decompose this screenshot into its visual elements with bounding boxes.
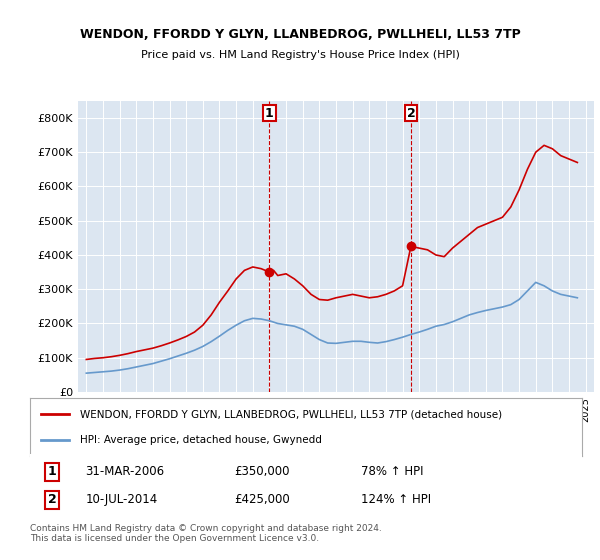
Text: Contains HM Land Registry data © Crown copyright and database right 2024.
This d: Contains HM Land Registry data © Crown c… bbox=[30, 524, 382, 543]
Text: WENDON, FFORDD Y GLYN, LLANBEDROG, PWLLHELI, LL53 7TP (detached house): WENDON, FFORDD Y GLYN, LLANBEDROG, PWLLH… bbox=[80, 409, 502, 419]
Text: HPI: Average price, detached house, Gwynedd: HPI: Average price, detached house, Gwyn… bbox=[80, 435, 322, 445]
Text: Price paid vs. HM Land Registry's House Price Index (HPI): Price paid vs. HM Land Registry's House … bbox=[140, 50, 460, 60]
Text: 1: 1 bbox=[48, 465, 56, 478]
Text: £425,000: £425,000 bbox=[234, 493, 290, 506]
Text: 31-MAR-2006: 31-MAR-2006 bbox=[85, 465, 164, 478]
Text: 10-JUL-2014: 10-JUL-2014 bbox=[85, 493, 157, 506]
Text: 2: 2 bbox=[48, 493, 56, 506]
Text: £350,000: £350,000 bbox=[234, 465, 290, 478]
Text: WENDON, FFORDD Y GLYN, LLANBEDROG, PWLLHELI, LL53 7TP: WENDON, FFORDD Y GLYN, LLANBEDROG, PWLLH… bbox=[80, 28, 520, 41]
Text: 2: 2 bbox=[407, 106, 415, 120]
Text: 78% ↑ HPI: 78% ↑ HPI bbox=[361, 465, 424, 478]
Text: 124% ↑ HPI: 124% ↑ HPI bbox=[361, 493, 431, 506]
Text: 1: 1 bbox=[265, 106, 274, 120]
